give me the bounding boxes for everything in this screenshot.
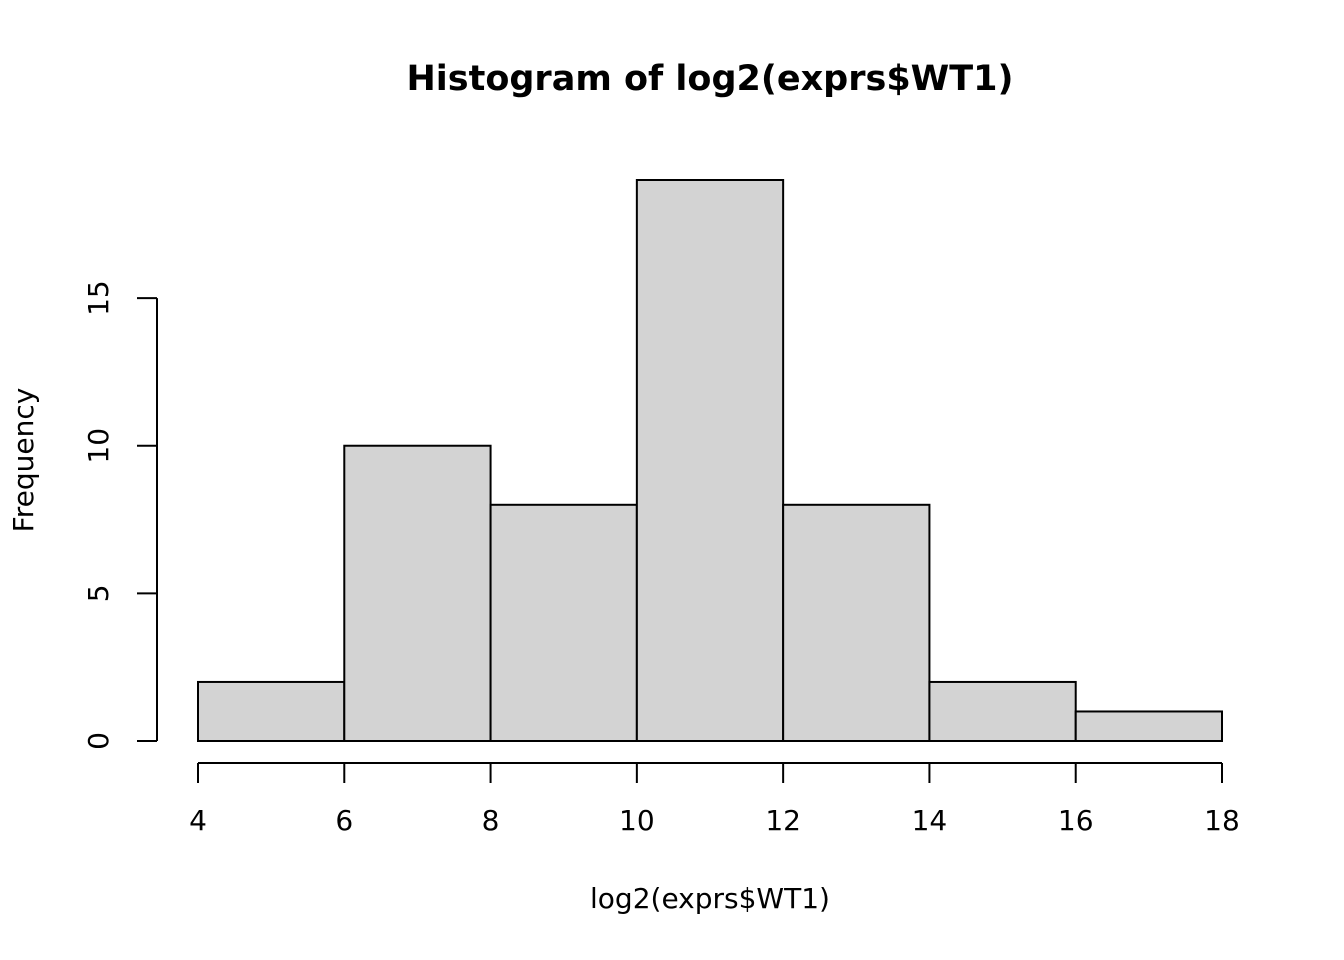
x-tick-label: 4 (189, 804, 207, 837)
x-tick-label: 6 (335, 804, 353, 837)
chart-title: Histogram of log2(exprs$WT1) (406, 59, 1013, 99)
bar (343, 444, 492, 742)
bar (197, 680, 346, 743)
y-tick-label: 5 (82, 584, 115, 602)
bar (489, 503, 638, 742)
x-tick-label: 10 (619, 804, 655, 837)
y-tick-label: 0 (82, 732, 115, 750)
bar (928, 680, 1077, 743)
y-axis-label: Frequency (7, 388, 40, 533)
x-axis-label: log2(exprs$WT1) (590, 882, 830, 915)
y-tick-label: 15 (82, 280, 115, 316)
y-tick-label: 10 (82, 428, 115, 464)
bar (1074, 710, 1223, 743)
x-tick-label: 8 (482, 804, 500, 837)
x-tick-label: 16 (1058, 804, 1094, 837)
x-tick-label: 12 (765, 804, 801, 837)
bar (782, 503, 931, 742)
x-tick-label: 18 (1204, 804, 1240, 837)
x-tick-label: 14 (912, 804, 948, 837)
bar (635, 179, 785, 742)
